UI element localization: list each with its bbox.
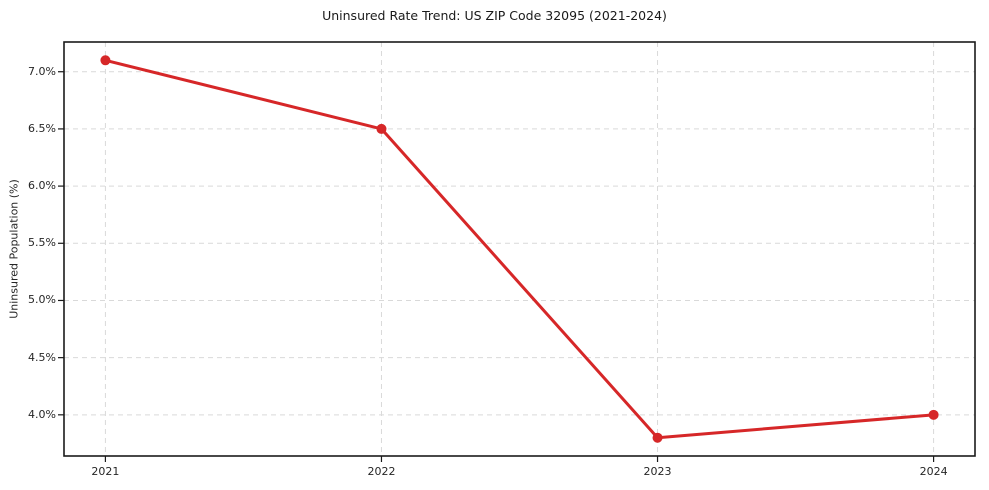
x-tick-label: 2023 bbox=[643, 465, 672, 478]
y-tick-label: 6.0% bbox=[28, 179, 56, 193]
plot-border bbox=[63, 41, 976, 457]
data-point-marker bbox=[100, 55, 111, 66]
y-tick-label: 5.5% bbox=[28, 236, 56, 250]
data-point-marker bbox=[928, 409, 939, 420]
x-tick-label: 2021 bbox=[91, 465, 120, 478]
y-tick-label: 7.0% bbox=[28, 64, 56, 78]
chart-title: Uninsured Rate Trend: US ZIP Code 32095 … bbox=[322, 8, 667, 23]
data-point-marker bbox=[376, 123, 387, 134]
trend-line bbox=[103, 58, 936, 440]
data-point-marker bbox=[652, 432, 663, 443]
y-tick-label: 4.0% bbox=[28, 407, 56, 421]
x-tick-label: 2024 bbox=[919, 465, 948, 478]
y-tick-label: 4.5% bbox=[28, 350, 56, 364]
y-tick-label: 6.5% bbox=[28, 121, 56, 135]
x-tick-label: 2022 bbox=[367, 465, 396, 478]
y-tick-label: 5.0% bbox=[28, 293, 56, 307]
